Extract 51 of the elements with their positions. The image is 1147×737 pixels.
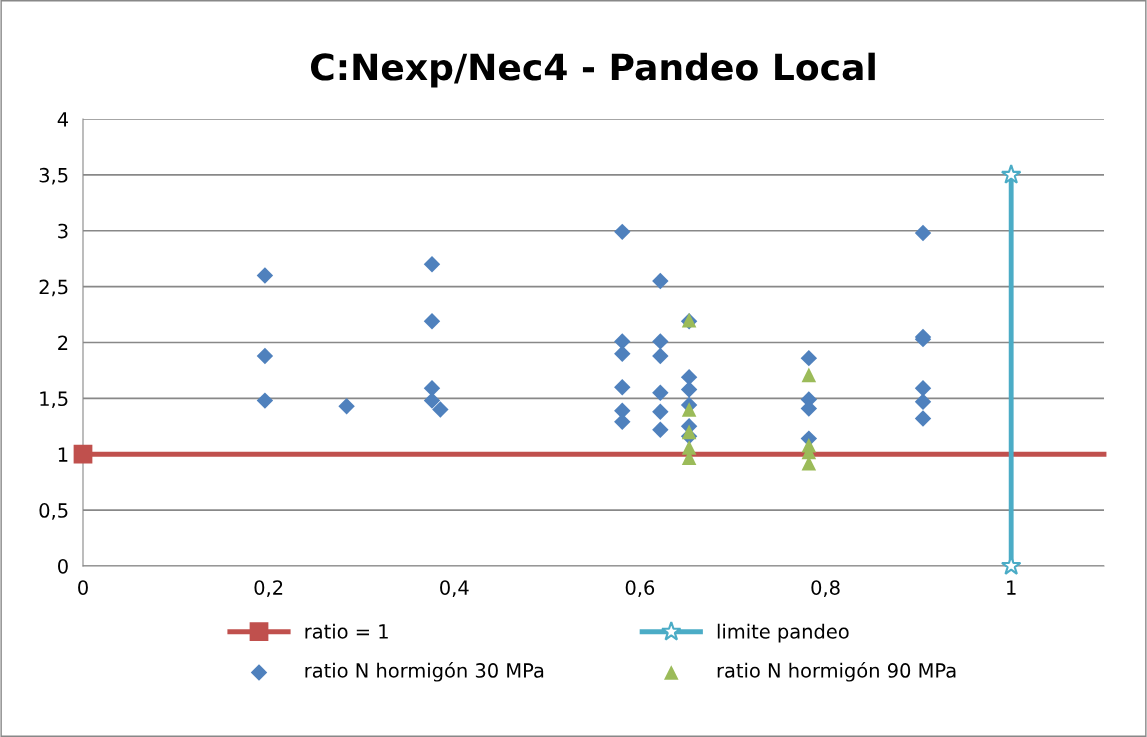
y-tick-label: 2 [58,335,68,350]
point [614,345,631,362]
x-tick-label: 0,4 [440,580,469,597]
point [256,392,274,409]
point [652,421,669,438]
point [800,349,818,367]
point [256,267,274,284]
y-tick-label: 3,5 [39,167,68,185]
x-tick-label: 0,6 [625,580,655,597]
point [652,333,669,350]
y-tick-label: 1,5 [40,391,68,409]
point [614,378,631,396]
point [681,424,697,440]
point [652,403,669,420]
legend-label: ratio N hormigón 30 MPa [305,661,544,682]
y-tick-label: 3 [58,223,68,239]
y-tick-label: 4 [57,112,69,127]
point [423,256,441,273]
point [432,401,449,418]
point [914,393,932,410]
y-tick-label: 2,5 [39,279,68,297]
point [614,223,631,241]
x-tick-label: 0,8 [811,580,840,597]
point [681,402,697,417]
point [614,333,631,350]
x-tick-label: 0 [78,580,88,595]
point [914,380,932,397]
y-tick-label: 0,5 [39,503,68,520]
point [256,347,274,365]
x-tick-label: 0,2 [254,580,283,597]
point [680,381,698,398]
point [801,367,817,383]
point [423,313,441,330]
y-tick-label: 1 [58,447,68,462]
point [914,410,932,427]
y-tick-label: 0 [58,558,68,574]
point [681,440,697,455]
legend-label: ratio = 1 [305,623,388,639]
legend-label: ratio N hormigón 90 MPa [717,661,956,682]
legend-label: limite pandeo [717,623,849,643]
point [423,392,441,409]
point [652,272,669,290]
point [652,347,669,365]
x-tick-label: 1 [1007,580,1016,595]
point [73,444,93,464]
point [652,384,669,401]
point [1000,164,1022,184]
chart-title: C:Nexp/Nec4 - Pandeo Local [310,52,875,88]
point [338,397,355,415]
point [914,224,932,242]
point [680,368,698,386]
